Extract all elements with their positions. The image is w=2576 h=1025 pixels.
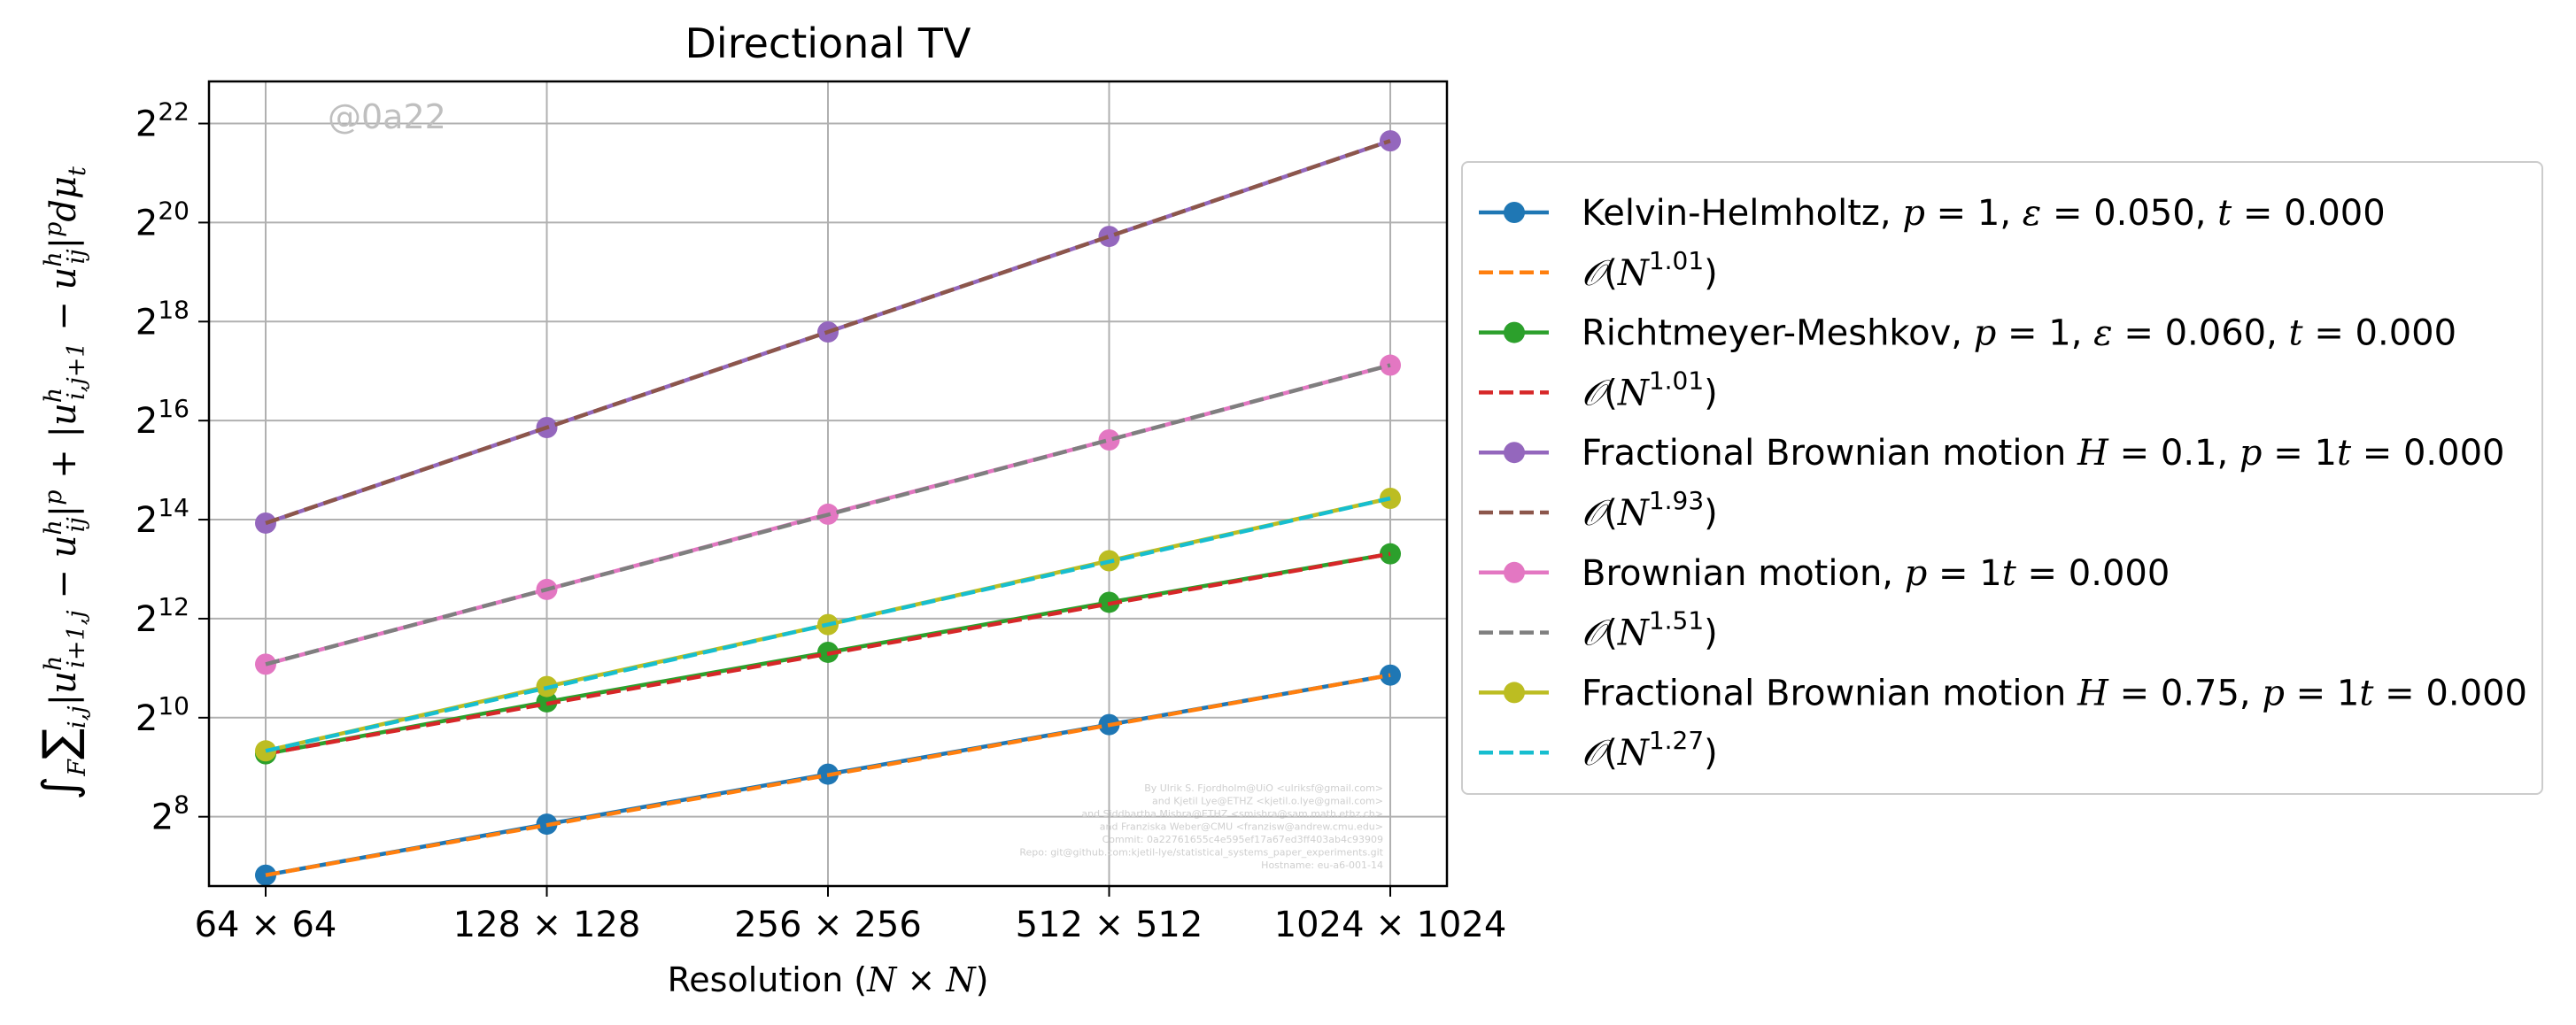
series-5 — [265, 138, 1391, 526]
footer-line: By Ulrik S. Fjordholm@UiO <ulriksf@gmail… — [1144, 782, 1383, 794]
x-tick-label: 128 × 128 — [453, 905, 641, 945]
legend-marker — [1504, 202, 1525, 223]
fit-line — [265, 363, 1391, 667]
y-tick-label: 218 — [135, 295, 190, 343]
legend-item: 𝒪(N1.01) — [1479, 366, 1718, 413]
y-tick-label: 222 — [135, 97, 190, 145]
legend-label: Richtmeyer-Meshkov, p = 1, ε = 0.060, t … — [1582, 313, 2456, 354]
legend-marker — [1504, 561, 1525, 583]
legend-item: Richtmeyer-Meshkov, p = 1, ε = 0.060, t … — [1479, 313, 2456, 354]
legend-frame — [1461, 161, 2543, 795]
y-tick-label: 214 — [135, 493, 190, 541]
footer-line: Repo: git@github.com:kjetil-lye/statisti… — [1019, 847, 1383, 859]
legend-item: Fractional Brownian motion H = 0.75, p =… — [1479, 673, 2527, 713]
y-tick-label: 28 — [151, 790, 190, 838]
y-tick-label: 212 — [135, 592, 190, 640]
legend-item: 𝒪(N1.93) — [1479, 486, 1718, 534]
x-tick-label: 1024 × 1024 — [1274, 905, 1507, 945]
legend-item: Kelvin-Helmholtz, p = 1, ε = 0.050, t = … — [1479, 193, 2386, 234]
y-tick-label: 210 — [135, 691, 190, 739]
fit-line — [265, 496, 1391, 753]
x-tick-label: 512 × 512 — [1016, 905, 1203, 945]
series-1 — [265, 673, 1391, 877]
footer-line: Commit: 0a22761655c4e595ef17a67ed3ff403a… — [1102, 834, 1383, 845]
series-group — [255, 130, 1401, 886]
x-tick-label: 256 × 256 — [734, 905, 922, 945]
legend-label: 𝒪(N1.93) — [1582, 486, 1718, 534]
legend-label: Fractional Brownian motion H = 0.75, p =… — [1582, 673, 2527, 713]
legend-item: Fractional Brownian motion H = 0.1, p = … — [1479, 433, 2504, 474]
series-7 — [265, 363, 1391, 667]
data-point — [1380, 543, 1401, 565]
series-9 — [265, 496, 1391, 753]
legend: Kelvin-Helmholtz, p = 1, ε = 0.050, t = … — [1461, 161, 2543, 795]
y-tick-label: 220 — [135, 196, 190, 243]
legend-item: Brownian motion, p = 1t = 0.000 — [1479, 553, 2170, 594]
legend-item: 𝒪(N1.27) — [1479, 726, 1718, 774]
watermark: @0a22 — [328, 97, 446, 136]
footer-line: Hostname: eu-a6-001-14 — [1261, 859, 1383, 871]
x-tick-label: 64 × 64 — [195, 905, 337, 945]
legend-marker — [1504, 442, 1525, 464]
legend-label: 𝒪(N1.01) — [1582, 366, 1718, 413]
footer-block: By Ulrik S. Fjordholm@UiO <ulriksf@gmail… — [1019, 782, 1383, 871]
legend-label: 𝒪(N1.51) — [1582, 606, 1718, 654]
legend-label: Brownian motion, p = 1t = 0.000 — [1582, 553, 2170, 594]
y-axis-label: ∫F∑i,j|uhi+1,j − uhij|p + |uhi,j+1 − uhi… — [34, 166, 91, 800]
footer-line: and Kjetil Lye@ETHZ <kjetil.o.lye@gmail.… — [1152, 796, 1383, 807]
legend-item: 𝒪(N1.01) — [1479, 246, 1718, 294]
legend-label: Kelvin-Helmholtz, p = 1, ε = 0.050, t = … — [1582, 193, 2386, 234]
fit-line — [265, 138, 1391, 526]
data-point — [1098, 226, 1120, 248]
legend-item: 𝒪(N1.51) — [1479, 606, 1718, 654]
data-point — [1098, 428, 1120, 451]
fit-line — [265, 673, 1391, 877]
x-ticks: 64 × 64 128 × 128 256 × 256 512 × 512 1024 ×… — [195, 886, 1507, 945]
legend-label: 𝒪(N1.01) — [1582, 246, 1718, 294]
footer-line: and Franziska Weber@CMU <franzisw@andrew… — [1100, 821, 1383, 833]
fit-line — [265, 551, 1391, 756]
legend-label: Fractional Brownian motion H = 0.1, p = … — [1582, 433, 2504, 474]
y-tick-label: 216 — [135, 394, 190, 442]
series-3 — [265, 551, 1391, 756]
y-ticks: 28 210 212 214 216 218 220 222 — [135, 97, 209, 838]
footer-line: and Siddhartha Mishra@ETHZ <smishra@sam.… — [1081, 808, 1383, 820]
legend-marker — [1504, 682, 1525, 704]
legend-label: 𝒪(N1.27) — [1582, 726, 1718, 774]
svg-text:∫F∑i,j|uhi+1,j − uhij|p + |uhi: ∫F∑i,j|uhi+1,j − uhij|p + |uhi,j+1 − uhi… — [34, 166, 91, 800]
legend-marker — [1504, 321, 1525, 343]
x-axis-label: Resolution (N × N) — [668, 960, 989, 999]
chart-title: Directional TV — [685, 19, 971, 67]
